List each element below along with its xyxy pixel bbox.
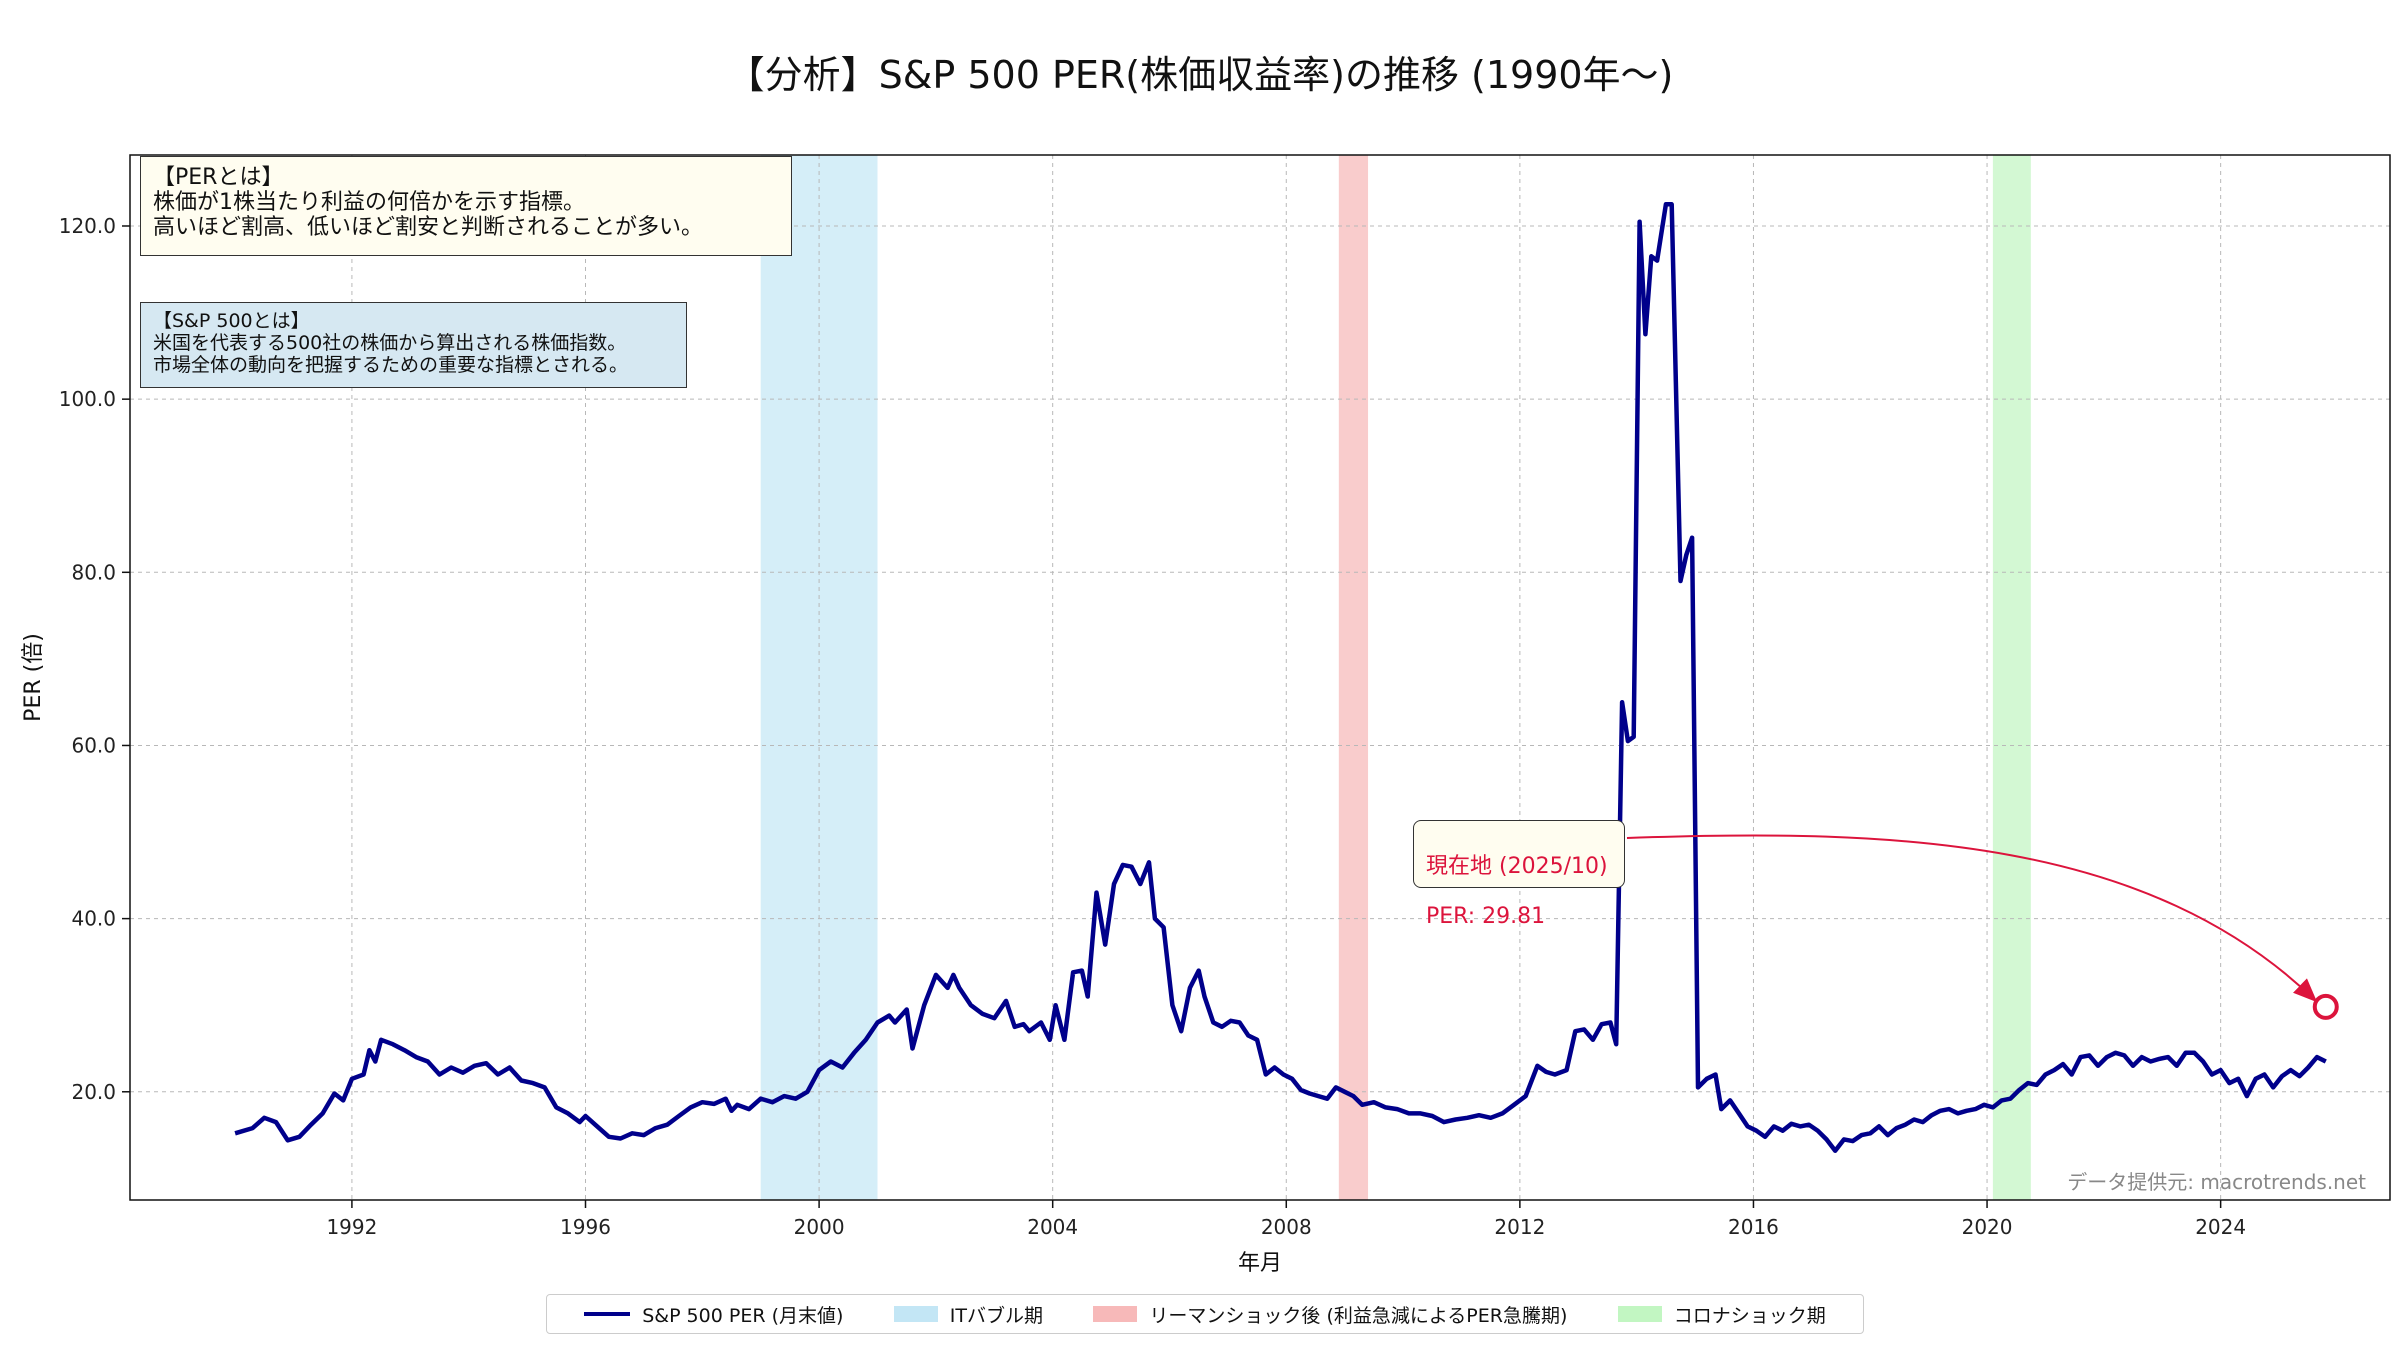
y-tick-label: 20.0 — [71, 1080, 116, 1104]
y-tick-label: 120.0 — [59, 214, 116, 238]
x-tick-label: 2000 — [794, 1215, 845, 1239]
x-tick-label: 2004 — [1027, 1215, 1078, 1239]
legend-item-series: S&P 500 PER (月末値) — [584, 1301, 843, 1328]
x-tick-label: 2016 — [1728, 1215, 1779, 1239]
legend-label-covid: コロナショック期 — [1673, 1304, 1826, 1327]
x-tick-label: 1996 — [560, 1215, 611, 1239]
annotation-layer — [1626, 834, 2339, 1020]
legend-label-lehman: リーマンショック後 (利益急減によるPER急騰期) — [1149, 1304, 1568, 1327]
y-tick-label: 40.0 — [71, 907, 116, 931]
legend-label-series: S&P 500 PER (月末値) — [642, 1304, 844, 1327]
chart-title: 【分析】S&P 500 PER(株価収益率)の推移 (1990年〜) — [726, 53, 1674, 97]
current-marker — [2312, 993, 2339, 1020]
x-tick-label: 2020 — [1962, 1215, 2013, 1239]
legend-label-it-bubble: ITバブル期 — [949, 1304, 1044, 1327]
legend-swatch-series — [584, 1312, 631, 1316]
x-tick-label: 2008 — [1261, 1215, 1312, 1239]
current-arrow — [1626, 834, 2318, 1003]
tick-labels: 1992 1996 2000 2004 2008 2012 2016 2020 2024 20.0… — [59, 214, 2246, 1239]
y-tick-label: 60.0 — [71, 733, 116, 757]
legend-item-covid: コロナショック期 — [1617, 1301, 1826, 1328]
shaded-period-2 — [1992, 155, 2031, 1200]
y-axis-title: PER (倍) — [21, 633, 46, 722]
series-line-0 — [234, 202, 2327, 1153]
current-value-callout: 現在地 (2025/10) PER: 29.81 — [1413, 820, 1625, 929]
x-tick-label: 2024 — [2195, 1215, 2246, 1239]
x-axis-title: 年月 — [1238, 1251, 1282, 1276]
y-tick-label: 80.0 — [71, 560, 116, 584]
y-tick-label: 100.0 — [59, 387, 116, 411]
per-definition-note: 【PERとは】 株価が1株当たり利益の何倍かを示す指標。 高いほど割高、低いほど… — [140, 156, 792, 256]
sp500-definition-note: 【S&P 500とは】 米国を代表する500社の株価から算出される株価指数。 市… — [140, 302, 687, 388]
legend-swatch-covid — [1617, 1306, 1662, 1322]
x-tick-label: 2012 — [1494, 1215, 1545, 1239]
legend-swatch-it-bubble — [893, 1306, 938, 1322]
shaded-periods — [760, 155, 2031, 1200]
legend-item-it-bubble: ITバブル期 — [893, 1301, 1044, 1328]
current-per-label: PER: 29.81 — [1426, 904, 1546, 929]
x-tick-label: 1992 — [326, 1215, 377, 1239]
plot-frame — [129, 154, 2391, 1201]
series-layer — [234, 202, 2327, 1153]
legend-swatch-lehman — [1093, 1306, 1138, 1322]
data-source-label: データ提供元: macrotrends.net — [2067, 1170, 2366, 1194]
legend: S&P 500 PER (月末値) ITバブル期 リーマンショック後 (利益急減… — [546, 1294, 1864, 1334]
current-date-label: 現在地 (2025/10) — [1426, 854, 1608, 879]
legend-item-lehman: リーマンショック後 (利益急減によるPER急騰期) — [1093, 1301, 1567, 1328]
shaded-period-1 — [1338, 155, 1369, 1200]
